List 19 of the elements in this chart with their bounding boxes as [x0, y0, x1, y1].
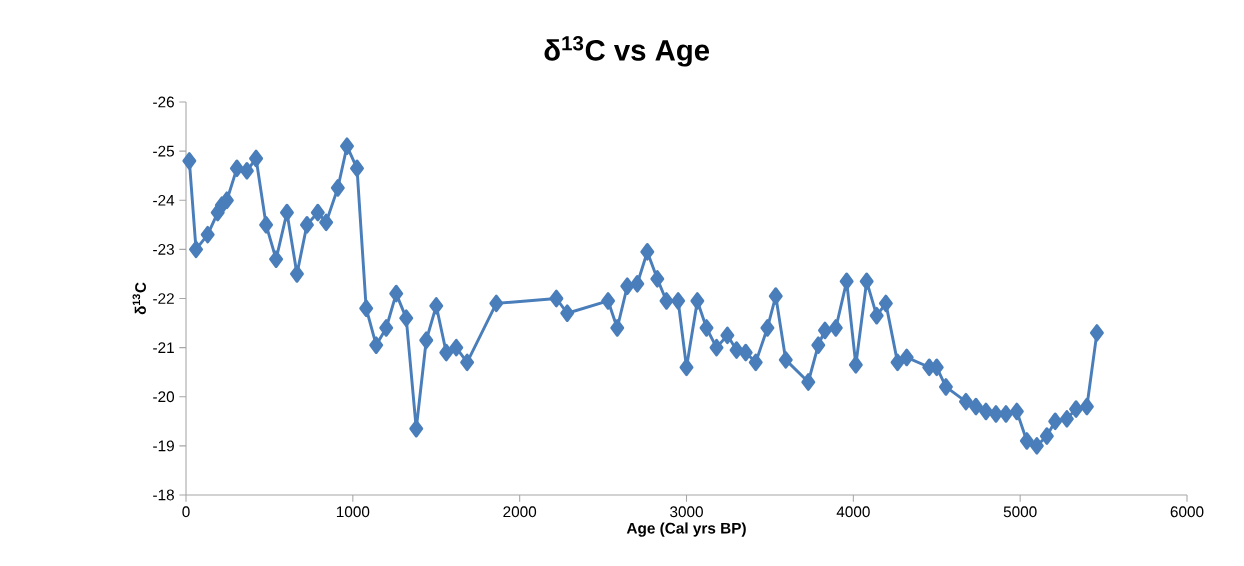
x-tick-label: 6000 [1170, 506, 1204, 518]
y-tick-label: -19 [153, 440, 174, 452]
x-tick-label: 5000 [1003, 506, 1037, 518]
y-tick-label: -23 [153, 243, 174, 255]
chart-title: δ$^{13}$C vs Age [544, 36, 710, 67]
x-tick-label: 4000 [836, 506, 870, 518]
y-tick-label: -21 [153, 342, 174, 353]
x-tick-label: 3000 [670, 506, 703, 518]
y-tick-label: -24 [153, 194, 175, 206]
x-tick-label: 2000 [503, 506, 537, 518]
y-tick-label: -25 [153, 145, 174, 157]
x-tick-label: 0 [182, 506, 190, 518]
y-tick-label: -22 [153, 293, 174, 304]
y-tick-label: -18 [153, 489, 174, 501]
x-tick-label: 1000 [336, 506, 370, 518]
y-tick-label: -20 [153, 391, 175, 403]
y-tick-label: -26 [153, 96, 174, 108]
x-axis-title: Age (Cal yrs BP) [626, 522, 746, 537]
y-axis-title: δ$^{13}$C [132, 282, 146, 315]
